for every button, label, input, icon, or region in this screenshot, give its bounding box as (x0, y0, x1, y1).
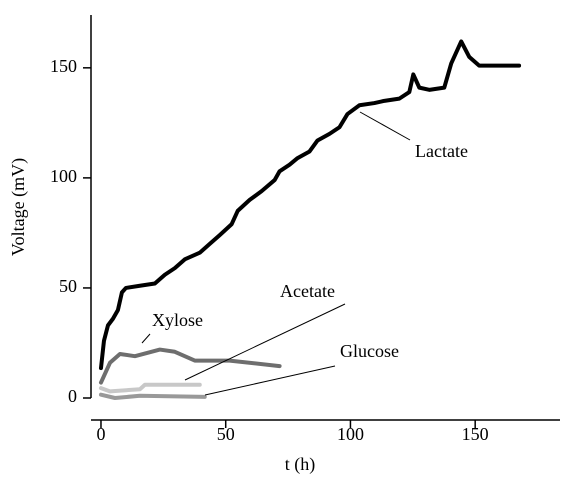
y-tick-label: 0 (68, 386, 77, 406)
x-tick-label: 150 (462, 424, 489, 444)
series-label: Xylose (152, 310, 203, 330)
annotation-leader (359, 111, 411, 141)
data-line (98, 382, 202, 394)
y-tick-label: 50 (59, 276, 77, 296)
x-axis-label: t (h) (285, 454, 316, 475)
y-tick-label: 150 (50, 56, 77, 76)
annotation-leader (184, 303, 346, 381)
data-line (98, 392, 207, 400)
series-label: Lactate (415, 141, 468, 161)
x-tick-label: 0 (96, 424, 105, 444)
series-label: Acetate (280, 281, 335, 301)
x-tick-label: 100 (337, 424, 364, 444)
annotation-leader (141, 333, 151, 344)
y-axis-label: Voltage (mV) (8, 158, 29, 256)
data-line (98, 39, 522, 371)
data-line (98, 347, 282, 385)
annotation-leader (204, 365, 336, 396)
series-label: Glucose (340, 341, 399, 361)
x-tick-label: 50 (217, 424, 235, 444)
y-tick-label: 100 (50, 166, 77, 186)
